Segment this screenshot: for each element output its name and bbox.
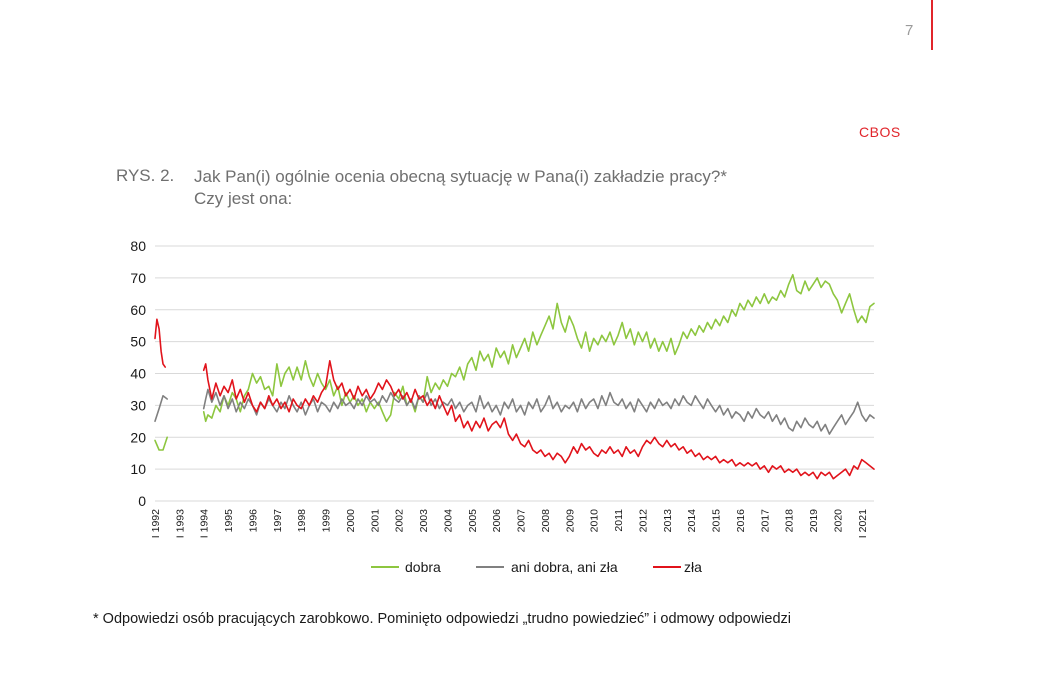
- y-tick-label: 40: [130, 366, 146, 382]
- x-tick-label: 2003: [418, 509, 430, 533]
- figure-label: RYS. 2.: [116, 166, 175, 185]
- x-tick-label: 2010: [589, 509, 601, 533]
- x-tick-label: 2013: [662, 509, 674, 533]
- y-tick-label: 50: [130, 334, 146, 350]
- x-tick-label: 1999: [321, 509, 333, 533]
- x-tick-label: 2000: [345, 509, 357, 533]
- page-number: 7: [905, 22, 914, 39]
- x-tick-label: I 1994: [199, 509, 211, 538]
- series-line-ani-1: [202, 388, 875, 435]
- series-line-dobra-0: [154, 436, 168, 451]
- x-tick-label: 2001: [369, 509, 381, 533]
- x-axis-ticks: I 1992 I 1993 I 1994 1995 1996 1997 1998 1999 20…: [150, 509, 869, 538]
- y-tick-label: 10: [130, 461, 146, 477]
- x-tick-label: 2009: [564, 509, 576, 533]
- chart-legend: dobra ani dobra, ani zła zła: [371, 559, 702, 575]
- page-rule-divider: [931, 0, 933, 50]
- brand-logo: CBOS: [859, 124, 901, 140]
- x-tick-label: I 2021: [857, 509, 869, 538]
- x-tick-label: 2004: [442, 509, 454, 533]
- figure-title-line1: Jak Pan(i) ogólnie ocenia obecną sytuacj…: [194, 167, 727, 186]
- x-tick-label: 2008: [540, 509, 552, 533]
- x-tick-label: 2015: [711, 509, 723, 533]
- x-tick-label: I 1992: [150, 509, 162, 538]
- series-line-zla-0: [154, 318, 166, 368]
- footnote: * Odpowiedzi osób pracujących zarobkowo.…: [93, 611, 791, 627]
- x-tick-label: 1998: [296, 509, 308, 533]
- grid-lines: [155, 245, 874, 502]
- legend-label-ani: ani dobra, ani zła: [511, 559, 618, 575]
- x-tick-label: 2020: [832, 509, 844, 533]
- y-tick-label: 70: [130, 270, 146, 286]
- x-tick-label: 2018: [784, 509, 796, 533]
- x-tick-label: 2012: [637, 509, 649, 533]
- x-tick-label: 2017: [759, 509, 771, 533]
- x-tick-label: 1997: [272, 509, 284, 533]
- series-lines: [154, 273, 875, 480]
- x-tick-label: 2019: [808, 509, 820, 533]
- legend-label-zla: zła: [684, 559, 702, 575]
- series-line-dobra-1: [202, 273, 875, 423]
- x-tick-label: 2007: [516, 509, 528, 533]
- y-tick-label: 30: [130, 397, 146, 413]
- x-tick-label: 1995: [223, 509, 235, 533]
- figure-title-line2: Czy jest ona:: [194, 189, 293, 208]
- series-line-ani-0: [154, 394, 168, 423]
- y-tick-label: 20: [130, 429, 146, 445]
- x-tick-label: 2002: [394, 509, 406, 533]
- series-line-zla-1: [202, 359, 875, 480]
- x-tick-label: 2011: [613, 509, 625, 532]
- x-tick-label: I 1993: [174, 509, 186, 538]
- y-tick-label: 60: [130, 302, 146, 318]
- figure-title: Jak Pan(i) ogólnie ocenia obecną sytuacj…: [194, 166, 727, 210]
- y-tick-label: 80: [130, 238, 146, 254]
- legend-label-dobra: dobra: [405, 559, 441, 575]
- x-tick-label: 2014: [686, 509, 698, 533]
- x-tick-label: 2016: [735, 509, 747, 533]
- x-tick-label: 2005: [467, 509, 479, 533]
- y-tick-label: 0: [138, 493, 146, 509]
- y-axis-ticks: 0 10 20 30 40 50 60 70 80: [130, 238, 146, 509]
- x-tick-label: 1996: [247, 509, 259, 533]
- x-tick-label: 2006: [491, 509, 503, 533]
